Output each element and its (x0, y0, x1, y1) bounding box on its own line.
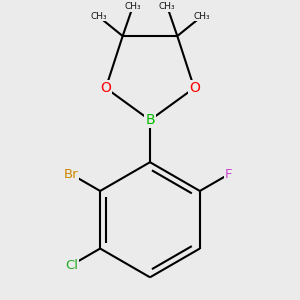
Text: B: B (145, 113, 155, 127)
Text: F: F (225, 168, 232, 181)
Text: CH₃: CH₃ (159, 2, 175, 11)
Text: CH₃: CH₃ (193, 12, 210, 21)
Text: O: O (100, 81, 111, 95)
Text: CH₃: CH₃ (124, 2, 141, 11)
Text: CH₃: CH₃ (90, 12, 107, 21)
Text: Cl: Cl (65, 259, 78, 272)
Text: O: O (189, 81, 200, 95)
Text: Br: Br (64, 168, 79, 181)
